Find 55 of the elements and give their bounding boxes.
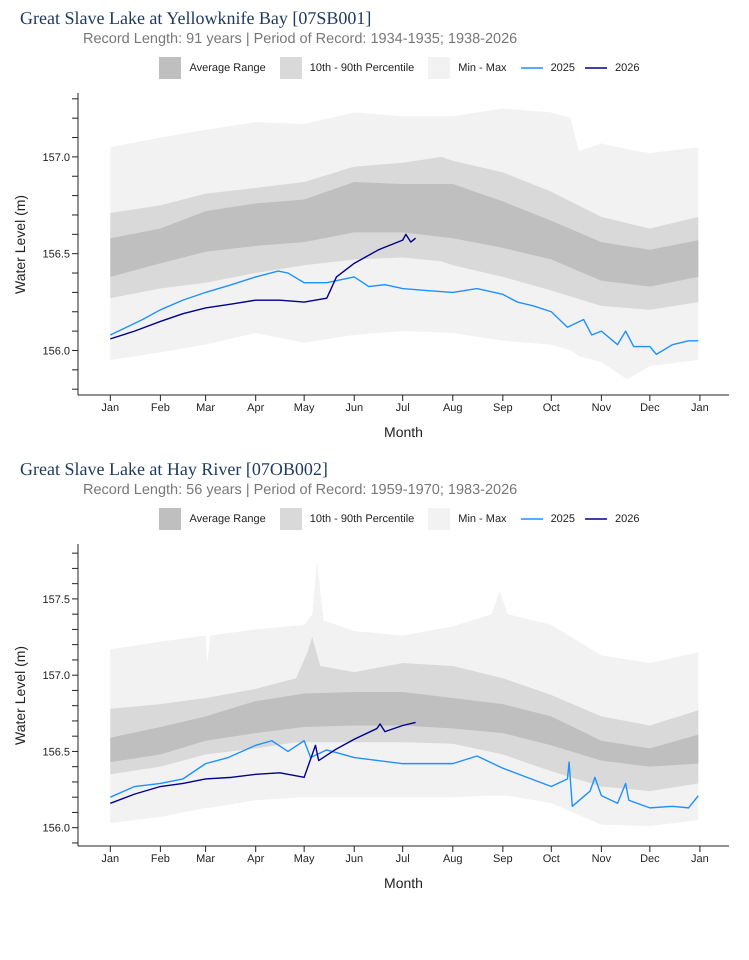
x-tick-label: Nov [592, 852, 612, 865]
x-tick-label: Oct [542, 402, 560, 414]
x-tick-label: Mar [196, 852, 216, 865]
x-tick-label: Jan [101, 402, 120, 414]
x-tick-label: Jun [345, 402, 364, 414]
x-tick-label: Dec [640, 852, 660, 865]
x-tick-label: Apr [247, 402, 265, 414]
x-tick-label: Mar [196, 402, 216, 414]
line-series [110, 270, 700, 356]
x-tick-label: Sep [493, 852, 513, 865]
y-tick-label: 156.5 [42, 746, 70, 758]
y-tick-label: 156.5 [42, 248, 70, 261]
x-tick-label: May [294, 402, 316, 414]
y-tick-label: 156.0 [42, 822, 70, 835]
x-tick-label: Dec [640, 402, 660, 414]
x-tick-label: Sep [493, 402, 513, 414]
chart-subtitle: Record Length: 56 years | Period of Record: 1959-1970; 1983-2026 [83, 482, 518, 498]
line-series [110, 234, 416, 340]
y-axis-title: Water Level (m) [12, 194, 28, 294]
x-axis-title: Month [384, 875, 423, 891]
x-tick-label: Jun [345, 852, 364, 865]
x-tick-label: Jul [396, 402, 410, 414]
y-tick-label: 157.0 [42, 670, 70, 682]
legend-label: 10th - 90th Percentile [310, 513, 414, 525]
y-tick-label: 156.0 [42, 345, 70, 358]
x-tick-label: Apr [247, 852, 265, 865]
legend-label: Min - Max [458, 513, 507, 525]
y-tick-label: 157.0 [42, 152, 70, 164]
legend-label: Average Range [189, 62, 266, 74]
line-series [110, 722, 416, 804]
x-tick-label: May [294, 852, 316, 865]
legend-label: 2026 [615, 62, 640, 74]
x-tick-label: Feb [150, 852, 170, 865]
x-tick-label: Aug [442, 852, 463, 865]
line-series [110, 740, 700, 809]
legend-label: Min - Max [458, 62, 507, 74]
x-tick-label: Aug [442, 402, 463, 414]
x-tick-label: Oct [542, 852, 560, 865]
legend-label: 2025 [550, 62, 576, 74]
x-tick-label: Jul [396, 852, 410, 865]
y-axis-title: Water Level (m) [12, 646, 28, 745]
chart-title: Great Slave Lake at Hay River [07OB002] [20, 459, 329, 480]
y-tick-label: 157.5 [42, 594, 70, 606]
chart-title: Great Slave Lake at Yellowknife Bay [07SB001] [20, 8, 372, 29]
x-tick-label: Nov [592, 402, 612, 414]
legend-label: 2026 [615, 513, 640, 525]
legend-label: 10th - 90th Percentile [310, 62, 414, 74]
x-tick-label: Jan [691, 402, 709, 414]
chart-subtitle: Record Length: 91 years | Period of Record: 1934-1935; 1938-2026 [83, 31, 518, 47]
x-tick-label: Jan [101, 852, 120, 865]
legend-label: Average Range [189, 513, 266, 525]
x-tick-label: Feb [150, 402, 170, 414]
x-axis-title: Month [384, 424, 423, 440]
legend-label: 2025 [550, 513, 576, 525]
x-tick-label: Jan [691, 852, 709, 865]
